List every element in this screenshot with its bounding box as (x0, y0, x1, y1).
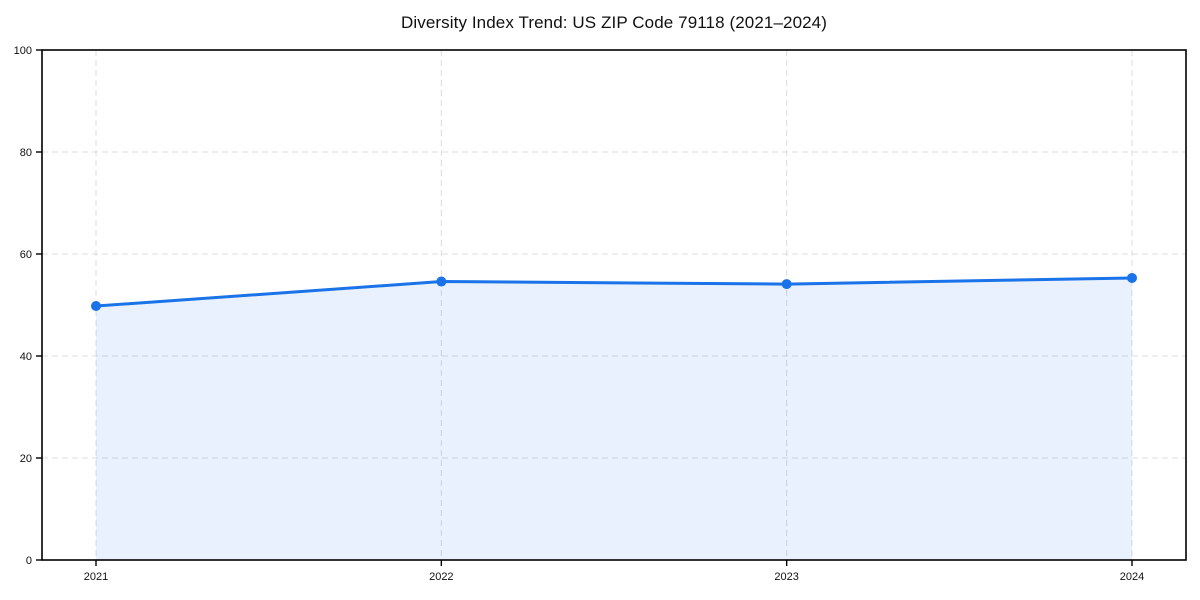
data-point-2024 (1127, 272, 1137, 283)
axes-frame (41, 49, 1187, 561)
y-tick-label: 40 (20, 351, 32, 363)
y-tick-label: 0 (26, 555, 32, 567)
area-fill (96, 277, 1132, 560)
y-tick-label: 20 (20, 453, 32, 465)
x-tick-label: 2022 (429, 571, 453, 583)
y-tick-label: 100 (14, 45, 32, 57)
y-tick-label: 80 (20, 147, 32, 159)
trend-line (94, 276, 1134, 308)
x-tick-label: 2024 (1120, 571, 1144, 583)
chart-title: Diversity Index Trend: US ZIP Code 79118… (400, 13, 828, 32)
y-tick-label: 60 (20, 249, 32, 261)
x-tick-label: 2021 (84, 571, 108, 583)
data-point-2023 (781, 279, 792, 290)
data-point-2021 (91, 301, 101, 312)
data-point-2022 (436, 276, 447, 287)
x-tick-label: 2023 (774, 571, 798, 583)
